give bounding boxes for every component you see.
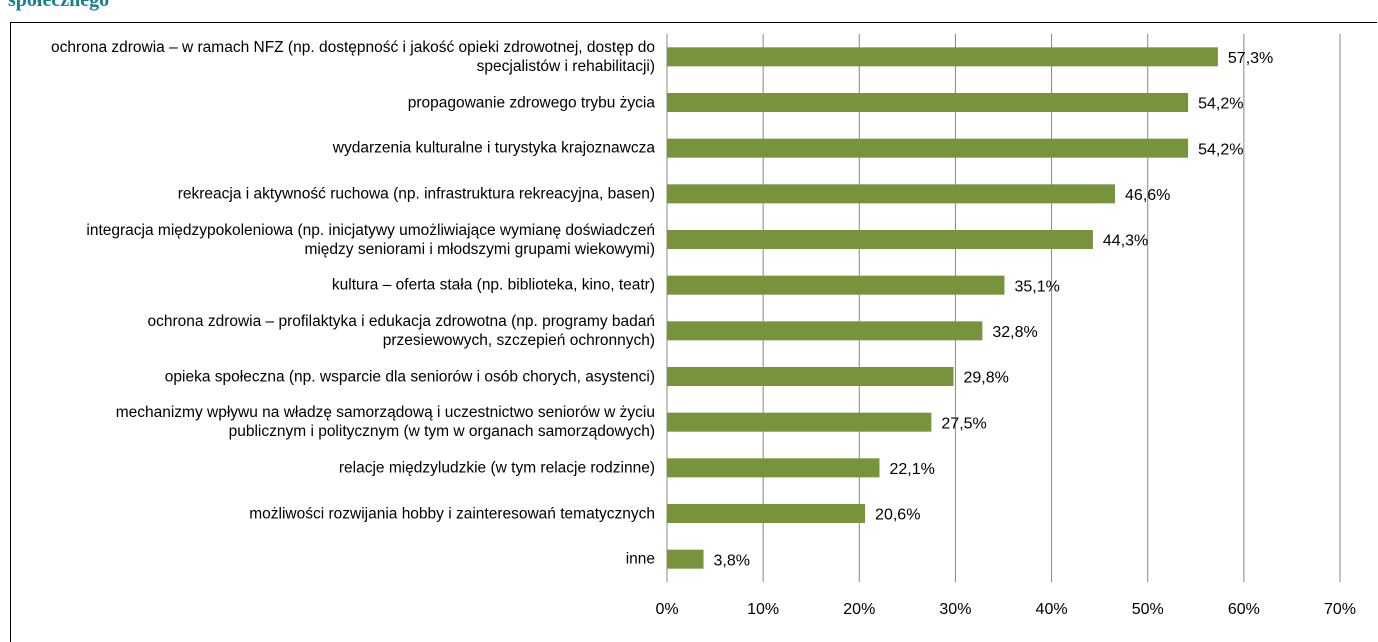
- bar: [667, 184, 1116, 204]
- value-label: 29,8%: [964, 370, 1009, 387]
- x-tick-label: 50%: [1132, 601, 1164, 618]
- bar: [667, 47, 1218, 67]
- chart: 0% 10% 20% 30% 40% 50% 60% 70% 57,3% 54,2% 54,2% 46…: [655, 34, 1356, 618]
- x-tick-label: 40%: [1036, 601, 1068, 618]
- value-label: 32,8%: [992, 324, 1037, 341]
- y-tick-label: opieka społeczna (np. wsparcie dla senio…: [164, 368, 655, 385]
- bar: [667, 549, 704, 569]
- x-tick-label: 10%: [747, 601, 779, 618]
- x-tick-label: 70%: [1324, 601, 1356, 618]
- value-label: 54,2%: [1198, 96, 1243, 113]
- value-label: 27,5%: [941, 415, 986, 432]
- bar: [667, 458, 880, 478]
- bar: [667, 230, 1093, 249]
- y-tick-label: wydarzenia kulturalne i turystyka krajoz…: [332, 139, 655, 157]
- value-label: 20,6%: [875, 507, 920, 524]
- value-label: 22,1%: [889, 461, 934, 478]
- x-tick-label: 0%: [655, 601, 678, 618]
- y-tick-label: ochrona zdrowia – profilaktyka i edukacj…: [147, 312, 655, 349]
- value-label: 46,6%: [1125, 187, 1170, 204]
- y-tick-label: mechanizmy wpływu na władzę samorządową …: [115, 404, 655, 441]
- bar: [667, 275, 1005, 295]
- y-tick-label: ochrona zdrowia – w ramach NFZ (np. dost…: [51, 38, 655, 75]
- value-label: 3,8%: [714, 552, 750, 569]
- y-tick-label: inne: [625, 550, 655, 568]
- y-tick-label: rekreacja i aktywność ruchowa (np. infra…: [177, 185, 655, 203]
- bar: [667, 412, 932, 432]
- x-tick-label: 20%: [843, 601, 875, 618]
- value-label: 35,1%: [1014, 278, 1059, 295]
- y-tick-label: propagowanie zdrowego trybu życia: [407, 94, 655, 111]
- y-tick-label: integracja międzypokoleniowa (np. inicja…: [86, 221, 655, 258]
- y-tick-label: możliwości rozwijania hobby i zaintereso…: [249, 505, 655, 522]
- x-tick-label: 60%: [1228, 601, 1260, 618]
- bar: [667, 321, 983, 341]
- bar: [667, 504, 866, 523]
- bar: [667, 93, 1189, 112]
- page: {"chart_data": {"type": "bar", "orientat…: [8, 0, 1377, 642]
- bar: [667, 367, 954, 386]
- value-label: 44,3%: [1103, 233, 1148, 250]
- value-label: 54,2%: [1198, 141, 1243, 158]
- chart-title: społecznego: [8, 0, 110, 11]
- y-tick-label: relacje międzyludzkie (w tym relacje rod…: [338, 459, 655, 477]
- bar: [667, 138, 1189, 158]
- frame: [10, 22, 1377, 642]
- x-tick-label: 30%: [939, 601, 971, 618]
- value-label: 57,3%: [1228, 50, 1273, 67]
- y-tick-label: kultura – oferta stała (np. biblioteka, …: [331, 276, 655, 294]
